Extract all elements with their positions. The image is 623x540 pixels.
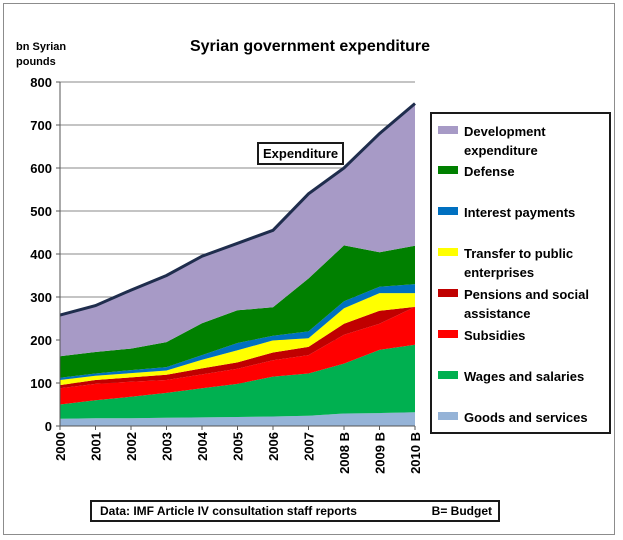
x-tick-label: 2004 xyxy=(195,431,210,461)
y-axis-label: bn Syrian pounds xyxy=(16,41,67,68)
legend-label: Development expenditure xyxy=(464,124,546,158)
chart-plot: 0 100 200 300 400 500 600 700 800 2000 2001 2002 200… xyxy=(30,75,423,474)
x-tick-label: 2005 xyxy=(231,432,246,461)
area-goods-and-services xyxy=(60,412,415,426)
x-tick-label: 2009 B xyxy=(373,432,388,474)
legend-label: Transfer to public enterprises xyxy=(464,246,574,280)
legend-swatch xyxy=(438,330,458,338)
area-pensions-and-social-assistance xyxy=(60,306,415,389)
legend-swatch xyxy=(438,371,458,379)
total-expenditure-line xyxy=(59,102,416,317)
area-defense xyxy=(60,245,415,378)
x-tick-label: 2001 xyxy=(89,432,104,461)
y-tick-label: 100 xyxy=(30,376,52,391)
legend-swatch xyxy=(438,207,458,215)
y-tick-label: 500 xyxy=(30,204,52,219)
legend-label: Wages and salaries xyxy=(464,369,585,384)
expenditure-annotation: Expenditure xyxy=(257,142,345,165)
y-tick-label: 200 xyxy=(30,333,52,348)
legend: Development expenditure Defense Interest… xyxy=(430,112,611,434)
legend-label: Goods and services xyxy=(464,410,588,425)
source-note: Data: IMF Article IV consultation staff … xyxy=(90,500,500,522)
chart-title: Syrian government expenditure xyxy=(189,38,431,55)
y-tick-label: 600 xyxy=(30,161,52,176)
budget-note: B= Budget xyxy=(431,504,492,518)
x-tick-label: 2008 B xyxy=(337,432,352,474)
legend-swatch xyxy=(438,289,458,297)
x-tick-label: 2000 xyxy=(53,432,68,461)
legend-swatch xyxy=(438,126,458,134)
legend-swatch xyxy=(438,166,458,174)
area-wages-and-salaries xyxy=(60,344,415,419)
source-text: Data: IMF Article IV consultation staff … xyxy=(100,504,357,518)
area-transfer-to-public-enterprises xyxy=(60,293,415,386)
y-tick-label: 700 xyxy=(30,118,52,133)
x-tick-label: 2006 xyxy=(266,432,281,461)
x-tick-label: 2003 xyxy=(160,432,175,461)
legend-label: Pensions and social assistance xyxy=(464,287,589,321)
x-tick-label: 2002 xyxy=(124,432,139,461)
area-subsidies xyxy=(60,306,415,405)
legend-label: Subsidies xyxy=(464,328,526,343)
legend-swatch xyxy=(438,412,458,420)
legend-label: Defense xyxy=(464,164,515,179)
legend-label: Interest payments xyxy=(464,205,576,220)
x-tick-label: 2007 xyxy=(302,432,317,461)
y-tick-label: 300 xyxy=(30,290,52,305)
y-tick-label: 400 xyxy=(30,247,52,262)
x-tick-label: 2010 B xyxy=(408,432,423,474)
legend-swatch xyxy=(438,248,458,256)
chart-frame: 0 100 200 300 400 500 600 700 800 2000 2001 2002 200… xyxy=(3,3,615,535)
area-development-expenditure xyxy=(60,103,415,357)
y-tick-label: 800 xyxy=(30,75,52,90)
y-tick-label: 0 xyxy=(45,419,52,434)
